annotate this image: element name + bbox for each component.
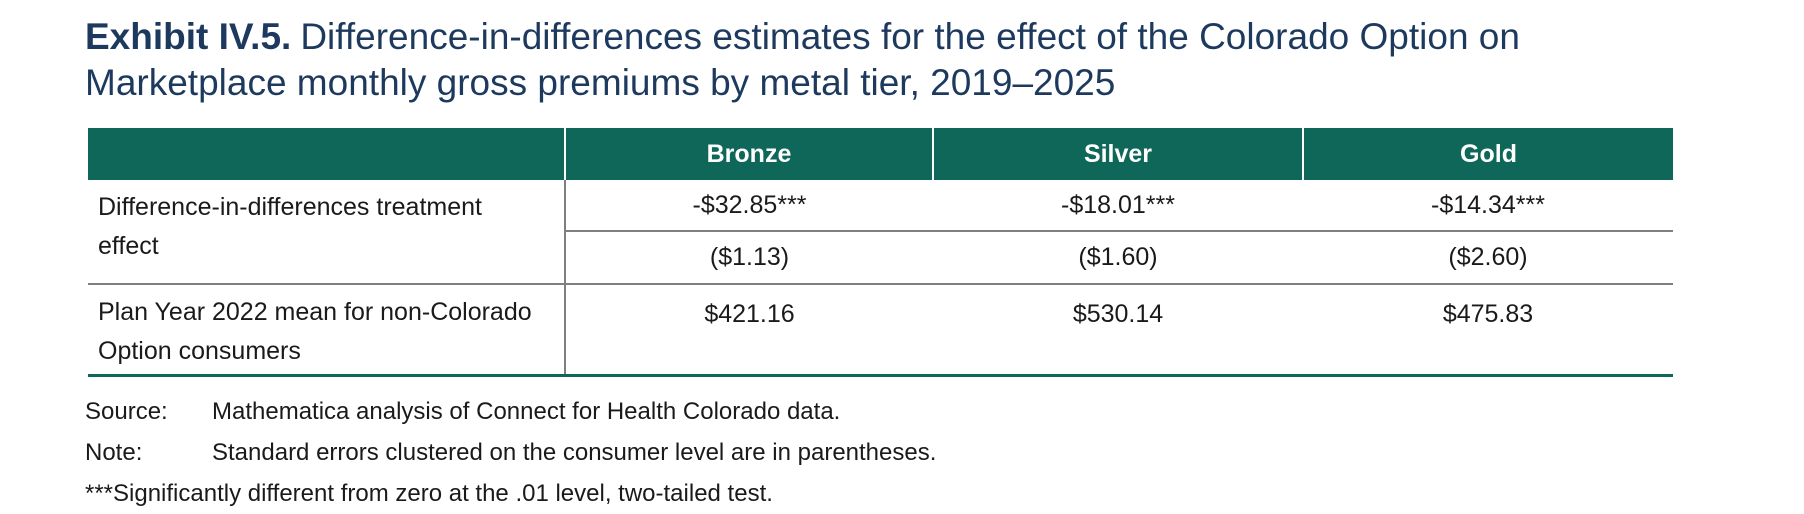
- source-text: Mathematica analysis of Connect for Heal…: [212, 397, 841, 425]
- header-cell-blank: [88, 128, 565, 180]
- header-cell-gold: Gold: [1302, 128, 1673, 180]
- table-row-standard-errors: ($1.13) ($1.60) ($2.60): [88, 231, 1673, 285]
- row-label-treatment-effect: Difference-in-differences treatment effe…: [88, 180, 566, 285]
- significance-note: ***Significantly different from zero at …: [85, 479, 773, 507]
- header-cell-bronze: Bronze: [564, 128, 933, 180]
- source-label: Source:: [85, 397, 168, 425]
- note-text: Standard errors clustered on the consume…: [212, 438, 937, 466]
- standard-error-bronze: ($1.13): [565, 231, 933, 285]
- report-page: Exhibit IV.5. Difference-in-differences e…: [0, 14, 1804, 514]
- exhibit-title: Exhibit IV.5. Difference-in-differences e…: [85, 14, 1605, 106]
- table-header-row: Bronze Silver Gold: [88, 128, 1673, 180]
- table-row-treatment-estimates: Difference-in-differences treatment effe…: [88, 180, 1673, 285]
- row-label-2022-mean: Plan Year 2022 mean for non-Colorado Opt…: [88, 284, 566, 377]
- mean-silver: $530.14: [933, 284, 1303, 377]
- header-cell-silver: Silver: [932, 128, 1303, 180]
- exhibit-title-text: Difference-in-differences estimates for …: [85, 16, 1520, 103]
- note-label: Note:: [85, 438, 143, 466]
- estimate-gold: -$14.34***: [1303, 180, 1673, 232]
- exhibit-number: Exhibit IV.5.: [85, 16, 292, 57]
- mean-bronze: $421.16: [565, 284, 933, 377]
- exhibit-table: Bronze Silver Gold Difference-in-differe…: [88, 128, 1673, 377]
- estimate-silver: -$18.01***: [933, 180, 1303, 232]
- mean-gold: $475.83: [1303, 284, 1673, 377]
- general-note: Note: Standard errors clustered on the c…: [85, 432, 1804, 473]
- table-notes: Source: Mathematica analysis of Connect …: [85, 391, 1804, 514]
- standard-error-gold: ($2.60): [1303, 231, 1673, 285]
- estimate-bronze: -$32.85***: [565, 180, 933, 232]
- source-note: Source: Mathematica analysis of Connect …: [85, 391, 1804, 432]
- table-row-2022-mean: Plan Year 2022 mean for non-Colorado Opt…: [88, 284, 1673, 377]
- standard-error-silver: ($1.60): [933, 231, 1303, 285]
